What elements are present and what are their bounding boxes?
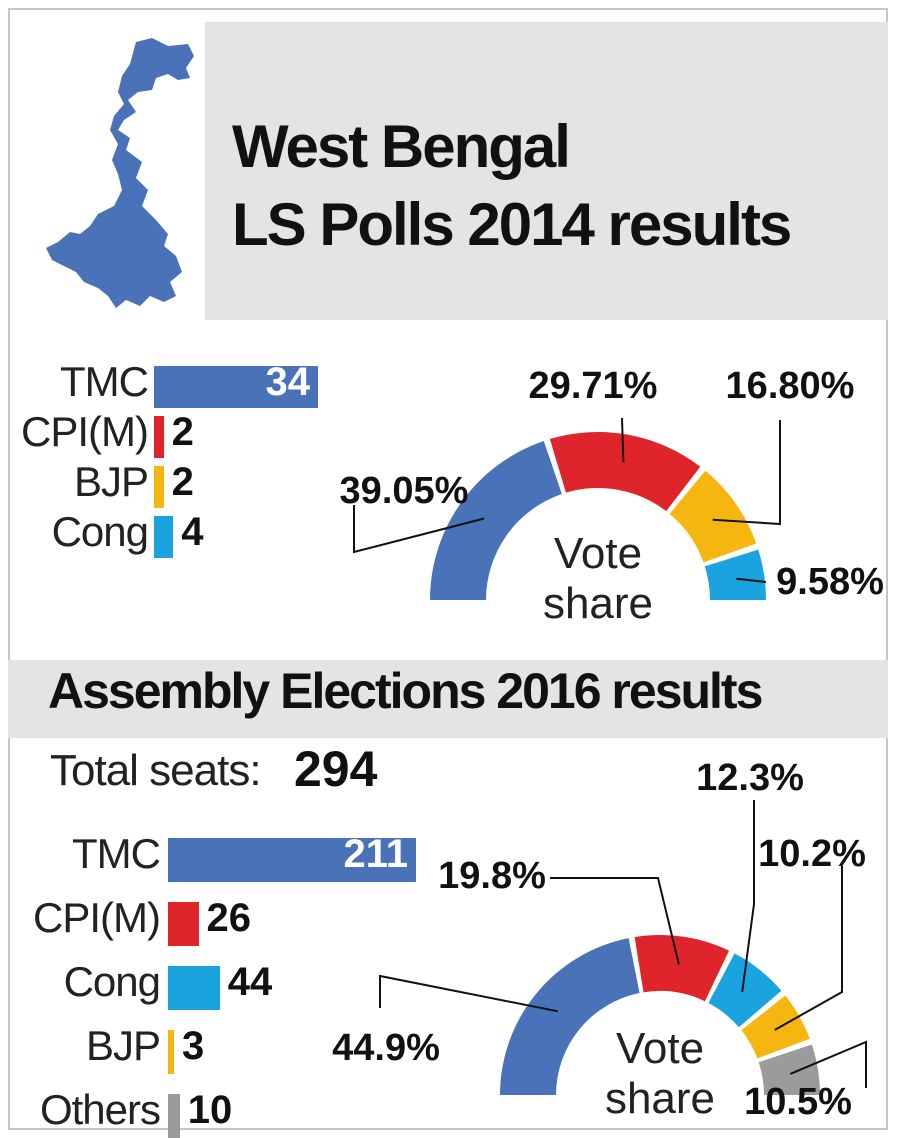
vote-share-center-label-line-1: Vote	[554, 529, 642, 578]
party-label-bjp: BJP	[85, 1022, 161, 1069]
seat-value-cpi-m: 26	[206, 896, 252, 940]
vote-share-label-bjp: 16.80%	[726, 365, 855, 407]
party-label-bjp: BJP	[73, 458, 149, 505]
vote-share-slice-cong	[704, 549, 766, 600]
vote-share-center-label-line-1: Vote	[616, 1024, 704, 1073]
leader-line-bjp	[712, 420, 781, 526]
vote-share-label-cpi-m: 19.8%	[438, 855, 546, 897]
seat-bar-cpi-m	[154, 416, 164, 458]
leader-line-bjp	[774, 866, 843, 1031]
vote-share-label-bjp: 10.2%	[758, 833, 866, 875]
leader-line-cpi-m	[621, 417, 625, 463]
vote-share-label-tmc: 39.05%	[340, 470, 469, 512]
seat-value-tmc: 34	[265, 360, 311, 404]
vote-share-center-label-line-2: share	[605, 1074, 715, 1123]
party-label-cpi-m: CPI(M)	[21, 408, 149, 455]
seat-bar-cong	[154, 516, 174, 558]
seat-value-cpi-m: 2	[171, 410, 194, 454]
party-label-cpi-m: CPI(M)	[33, 894, 161, 941]
seat-bar-tmc	[168, 838, 416, 882]
seat-bar-bjp	[154, 466, 164, 508]
page-title-line-2: LS Polls 2014 results	[232, 191, 792, 258]
vote-share-label-cpi-m: 29.71%	[529, 365, 658, 407]
vote-share-label-others: 10.5%	[744, 1081, 852, 1123]
vote-share-slice-tmc	[500, 938, 640, 1095]
vote-share-slice-cpi-m	[634, 934, 730, 1002]
seat-bar-cong	[168, 966, 220, 1010]
party-label-cong: Cong	[51, 508, 149, 555]
west-bengal-map-shape	[46, 38, 194, 308]
seat-value-cong: 44	[227, 960, 273, 1004]
vote-share-slice-cpi-m	[549, 431, 701, 512]
party-label-others: Others	[39, 1086, 161, 1133]
leader-line-tmc	[379, 974, 559, 1013]
header-band	[205, 22, 888, 320]
vote-share-slice-others	[758, 1044, 820, 1095]
seat-bar-cpi-m	[168, 902, 199, 946]
vote-share-slice-bjp	[669, 470, 757, 563]
seat-value-cong: 4	[181, 510, 204, 554]
vote-share-label-tmc: 44.9%	[332, 1027, 440, 1069]
vote-share-slice-cong	[708, 953, 782, 1028]
party-label-tmc: TMC	[60, 358, 149, 405]
seat-bar-others	[168, 1094, 180, 1138]
leader-line-others	[789, 1040, 867, 1088]
seat-bar-bjp	[168, 1030, 174, 1074]
vote-share-label-cong: 9.58%	[776, 561, 884, 603]
assembly-section-title: Assembly Elections 2016 results	[48, 663, 763, 719]
page-title-line-1: West Bengal	[232, 113, 571, 180]
leader-line-cpi-m	[550, 877, 680, 965]
total-seats-label: Total seats:	[50, 746, 262, 795]
total-seats-value: 294	[294, 741, 378, 797]
seat-value-bjp: 2	[171, 460, 194, 504]
party-label-cong: Cong	[63, 958, 161, 1005]
vote-share-slice-tmc	[430, 440, 562, 600]
leader-line-tmc	[353, 505, 485, 554]
west-bengal-map-icon	[46, 38, 194, 308]
seat-value-others: 10	[187, 1088, 233, 1132]
leader-line-cong	[741, 800, 755, 992]
vote-share-label-cong: 12.3%	[696, 757, 804, 799]
party-label-tmc: TMC	[72, 830, 161, 877]
seat-bar-tmc	[154, 366, 318, 408]
outer-frame	[8, 8, 888, 1130]
seat-value-bjp: 3	[182, 1024, 205, 1068]
vote-share-center-label-line-2: share	[543, 579, 653, 628]
assembly-header-band	[8, 660, 888, 738]
vote-share-slice-bjp	[741, 995, 810, 1059]
leader-line-cong	[736, 577, 767, 583]
seat-value-tmc: 211	[343, 832, 408, 876]
